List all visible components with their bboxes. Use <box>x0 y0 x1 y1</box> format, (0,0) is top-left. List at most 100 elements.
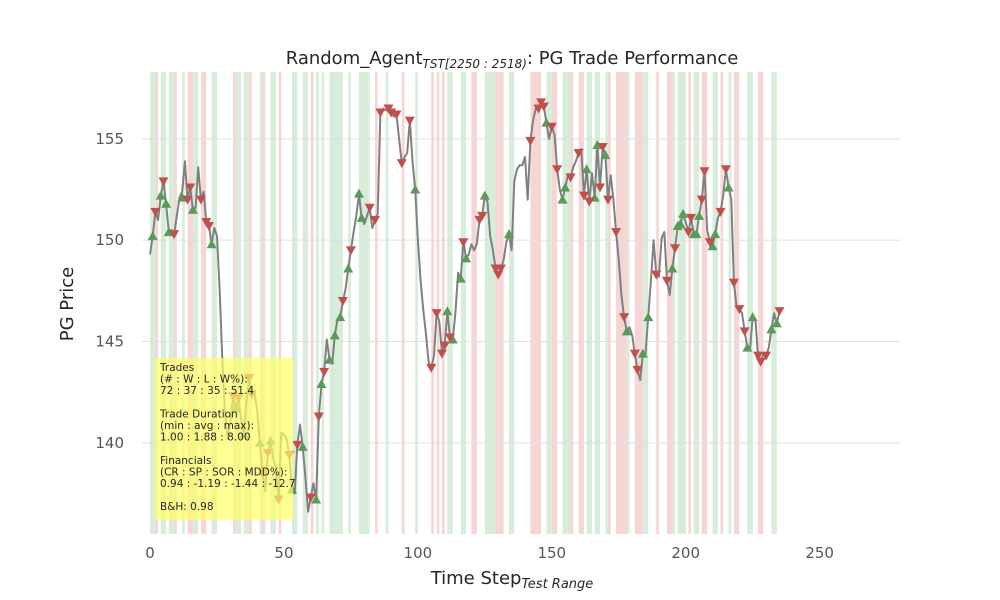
buy-marker <box>557 194 568 204</box>
sell-marker <box>755 357 766 367</box>
buy-marker <box>667 263 678 273</box>
long-position-band <box>182 72 185 534</box>
short-position-band <box>656 72 659 534</box>
long-position-band <box>712 72 718 534</box>
sell-marker <box>345 246 356 256</box>
short-position-band <box>401 72 405 534</box>
buy-marker <box>155 190 166 200</box>
info-box-line: Trades <box>159 362 194 374</box>
long-position-band <box>235 72 242 534</box>
info-box-line: (# : W : L : W%): <box>160 374 248 386</box>
long-position-band <box>693 72 700 534</box>
long-position-band <box>447 72 453 534</box>
long-position-band <box>672 72 676 534</box>
sell-marker <box>431 309 442 319</box>
short-position-band <box>441 72 445 534</box>
sell-marker <box>632 365 643 375</box>
sell-marker <box>565 173 576 183</box>
buy-marker <box>675 218 686 228</box>
xlabel-main: Time Step <box>430 568 522 589</box>
buy-marker <box>147 231 158 241</box>
buy-marker <box>710 229 721 239</box>
short-position-band <box>436 72 440 534</box>
sell-marker <box>364 203 375 213</box>
y-tick-label: 145 <box>95 333 124 351</box>
sell-marker <box>305 493 316 503</box>
long-position-band <box>728 72 732 534</box>
sell-marker <box>158 177 169 187</box>
buy-marker <box>691 229 702 239</box>
sell-marker <box>538 102 549 112</box>
short-position-band <box>634 72 643 534</box>
buy-marker <box>771 318 782 328</box>
long-position-band <box>358 72 370 534</box>
short-position-band <box>720 72 724 534</box>
buy-marker <box>637 348 648 358</box>
sell-marker <box>169 230 180 240</box>
sell-marker <box>426 363 437 373</box>
buy-marker <box>707 241 718 251</box>
sell-marker <box>715 207 726 217</box>
info-box-background <box>155 358 293 520</box>
long-position-band <box>348 72 351 534</box>
sell-marker <box>396 159 407 169</box>
long-position-band <box>321 72 325 534</box>
buy-marker <box>600 150 611 160</box>
x-axis-label: Time StepTest Range <box>430 568 594 592</box>
x-tick-label: 100 <box>404 544 433 562</box>
sell-marker <box>686 213 697 223</box>
buy-marker <box>678 208 689 218</box>
sell-marker <box>734 305 745 315</box>
long-position-band <box>211 72 217 534</box>
long-position-band <box>150 72 156 534</box>
x-tick-label: 150 <box>537 544 566 562</box>
short-position-band <box>375 72 378 534</box>
short-position-band <box>200 72 207 534</box>
short-position-band <box>249 72 252 534</box>
short-position-band <box>155 72 159 534</box>
sell-marker <box>774 307 785 317</box>
sell-marker <box>699 167 710 177</box>
sell-marker <box>661 276 672 286</box>
short-position-band <box>758 72 764 534</box>
sell-marker <box>670 244 681 254</box>
short-position-band <box>495 72 504 534</box>
chart-title: Random_AgentTST[2250 : 2518): PG Trade P… <box>286 48 739 71</box>
short-position-band <box>530 72 542 534</box>
sell-marker <box>150 207 161 217</box>
info-box-line: Financials <box>160 455 211 467</box>
y-tick-label: 155 <box>95 130 124 148</box>
sell-marker <box>458 238 469 248</box>
short-position-band <box>262 72 266 534</box>
info-box-line: 0.94 : -1.19 : -1.44 : -12.7 <box>160 478 296 490</box>
sell-marker <box>597 142 608 152</box>
long-position-band <box>243 72 250 534</box>
short-position-band <box>578 72 584 534</box>
long-position-band <box>605 72 609 534</box>
sell-marker <box>761 351 772 361</box>
short-position-band <box>233 72 236 534</box>
buy-marker <box>723 182 734 192</box>
x-tick-label: 250 <box>805 544 834 562</box>
sell-marker <box>477 211 488 221</box>
x-tick-label: 50 <box>274 544 293 562</box>
short-position-band <box>608 72 611 534</box>
long-position-band <box>192 72 199 534</box>
sell-marker <box>578 191 589 201</box>
sell-marker <box>704 238 715 248</box>
sell-marker <box>436 349 447 359</box>
sell-marker <box>753 351 764 361</box>
sell-marker <box>337 296 348 306</box>
long-position-band <box>562 72 571 534</box>
info-box-line: (min : avg : max): <box>160 420 254 432</box>
short-position-band <box>570 72 574 534</box>
long-position-band <box>168 72 175 534</box>
long-position-band <box>302 72 309 534</box>
long-position-band <box>259 72 263 534</box>
short-position-band <box>688 72 692 534</box>
short-position-band <box>187 72 193 534</box>
sell-marker <box>185 183 196 193</box>
position-bands <box>150 72 777 534</box>
sell-marker <box>584 197 595 207</box>
